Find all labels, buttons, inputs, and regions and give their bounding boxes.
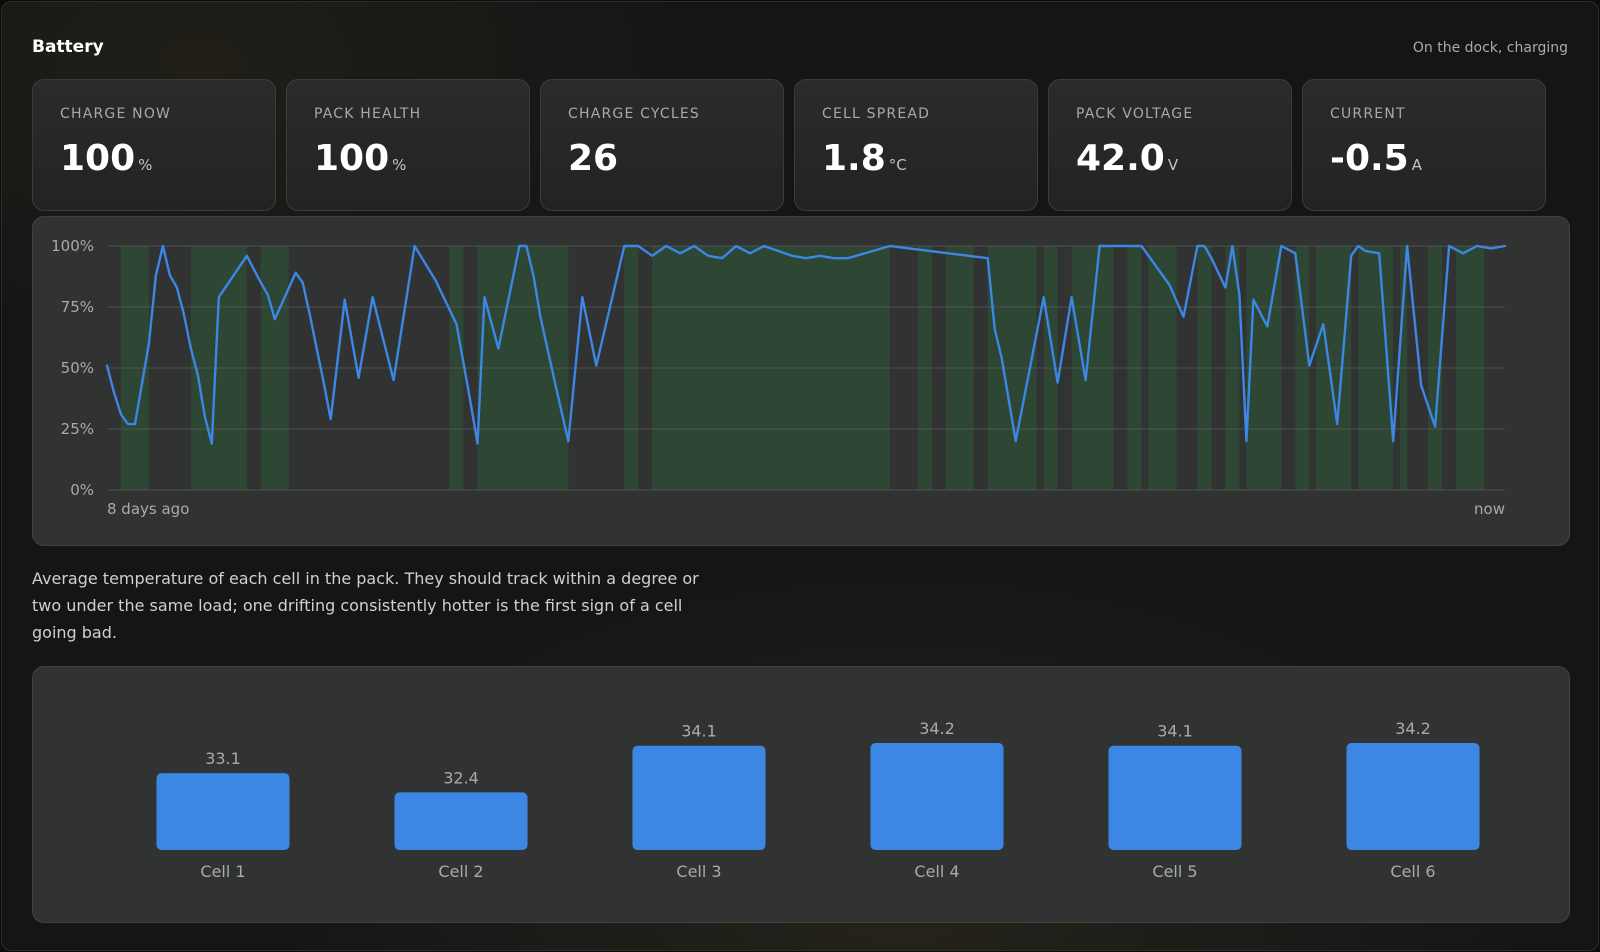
cell-value-label: 32.4 bbox=[443, 768, 479, 787]
stat-unit: A bbox=[1411, 156, 1422, 174]
cell-value-label: 34.1 bbox=[1157, 722, 1193, 741]
x-end-label: now bbox=[1474, 500, 1505, 518]
cell-bar bbox=[1346, 743, 1480, 850]
stat-value: 1.8 °C bbox=[822, 138, 907, 179]
stat-label: PACK VOLTAGE bbox=[1076, 106, 1194, 122]
y-tick-label: 25% bbox=[61, 420, 94, 438]
cell-bar bbox=[156, 773, 290, 850]
cell-bar bbox=[632, 745, 766, 850]
stat-card-pack-health: PACK HEALTH 100% bbox=[286, 79, 530, 211]
page-title: Battery bbox=[32, 37, 104, 57]
x-start-label: 8 days ago bbox=[107, 500, 189, 518]
y-tick-label: 0% bbox=[70, 481, 94, 499]
cell-value-label: 33.1 bbox=[205, 749, 241, 768]
cell-temperature-description: Average temperature of each cell in the … bbox=[32, 569, 699, 642]
stat-label: PACK HEALTH bbox=[314, 106, 422, 122]
stat-number: 100 bbox=[314, 138, 390, 179]
stat-card-charge-now: CHARGE NOW 100% bbox=[32, 79, 276, 211]
cell-bar bbox=[1108, 745, 1242, 850]
cell-category-label: Cell 3 bbox=[676, 862, 721, 881]
y-tick-label: 50% bbox=[61, 359, 94, 377]
stat-value: -0.5 A bbox=[1330, 138, 1422, 179]
stat-unit: °C bbox=[888, 156, 907, 174]
stat-number: 100 bbox=[60, 138, 136, 179]
cell-bar bbox=[394, 792, 528, 850]
stat-number: -0.5 bbox=[1330, 138, 1409, 179]
cell-bar bbox=[870, 743, 1004, 850]
stat-card-current: CURRENT -0.5 A bbox=[1302, 79, 1546, 211]
cell-value-label: 34.2 bbox=[1395, 719, 1431, 738]
stat-value: 42.0 V bbox=[1076, 138, 1178, 179]
cell-category-label: Cell 4 bbox=[914, 862, 959, 881]
dock-status: On the dock, charging bbox=[1412, 40, 1568, 56]
stat-number: 26 bbox=[568, 138, 619, 179]
charge-line bbox=[105, 244, 1507, 445]
cell-category-label: Cell 6 bbox=[1390, 862, 1435, 881]
cell-category-label: Cell 5 bbox=[1152, 862, 1197, 881]
stat-card-pack-voltage: PACK VOLTAGE 42.0 V bbox=[1048, 79, 1292, 211]
cell-category-label: Cell 1 bbox=[200, 862, 245, 881]
stat-unit: % bbox=[392, 156, 407, 174]
charge-history-panel: 0% 25% 50% 75% 100% 8 days ago now bbox=[32, 216, 1570, 546]
cell-value-label: 34.2 bbox=[919, 719, 955, 738]
stat-unit: % bbox=[138, 156, 153, 174]
y-tick-label: 100% bbox=[51, 237, 94, 255]
stat-label: CURRENT bbox=[1330, 106, 1406, 122]
stat-cards: CHARGE NOW 100% PACK HEALTH 100% CHARGE … bbox=[32, 79, 1570, 211]
stat-card-cell-spread: CELL SPREAD 1.8 °C bbox=[794, 79, 1038, 211]
cell-category-label: Cell 2 bbox=[438, 862, 483, 881]
stat-value: 100% bbox=[60, 138, 152, 179]
stat-value: 26 bbox=[568, 138, 621, 179]
stat-label: CHARGE CYCLES bbox=[568, 106, 700, 122]
cell-temperature-panel: 33.1 Cell 1 32.4 Cell 2 34.1 Cell 3 34.2 Cell 4… bbox=[32, 666, 1570, 923]
stat-label: CHARGE NOW bbox=[60, 106, 172, 122]
charge-history-chart: 0% 25% 50% 75% 100% 8 days ago now bbox=[51, 237, 1507, 518]
cell-value-label: 34.1 bbox=[681, 722, 717, 741]
stat-number: 1.8 bbox=[822, 138, 886, 179]
cell-temperature-chart: 33.1 Cell 1 32.4 Cell 2 34.1 Cell 3 34.2 Cell 4… bbox=[156, 719, 1480, 881]
stat-value: 100% bbox=[314, 138, 406, 179]
stat-card-charge-cycles: CHARGE CYCLES 26 bbox=[540, 79, 784, 211]
stat-number: 42.0 bbox=[1076, 138, 1165, 179]
y-tick-label: 75% bbox=[61, 298, 94, 316]
stat-unit: V bbox=[1167, 156, 1179, 174]
stat-label: CELL SPREAD bbox=[822, 106, 931, 122]
